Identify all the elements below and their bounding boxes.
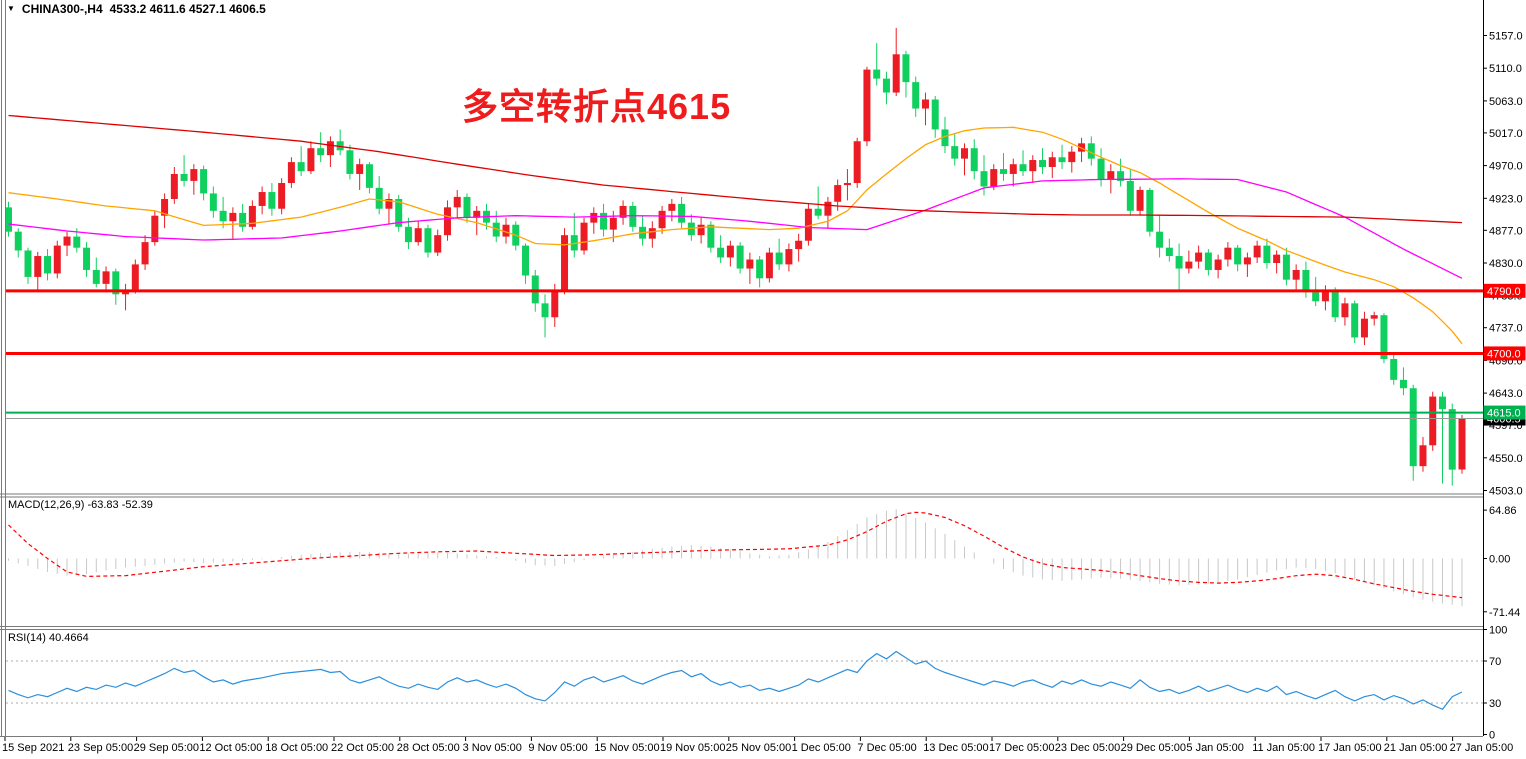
moving-averages	[8, 114, 1463, 345]
svg-text:23 Dec 05:00: 23 Dec 05:00	[1055, 742, 1120, 754]
symbol-ohlc-values: 4533.2 4611.6 4527.1 4606.5	[109, 2, 266, 16]
svg-text:4790.0: 4790.0	[1487, 286, 1521, 298]
svg-text:5017.0: 5017.0	[1489, 128, 1523, 140]
svg-text:13 Dec 05:00: 13 Dec 05:00	[923, 742, 988, 754]
axis-badge-4790.0: 4790.0	[1483, 283, 1526, 298]
svg-text:64.86: 64.86	[1489, 505, 1517, 517]
macd-pane	[8, 509, 1463, 607]
axis-badge-4615.0: 4615.0	[1483, 405, 1526, 420]
price-axis[interactable]: 5157.0 5110.0 5063.0 5017.0 4970.0 4923.0 4877…	[1483, 31, 1526, 742]
ma-slow-red	[8, 114, 1463, 224]
svg-text:23 Sep 05:00: 23 Sep 05:00	[68, 742, 133, 754]
svg-text:27 Jan 05:00: 27 Jan 05:00	[1450, 742, 1514, 754]
svg-text:18 Oct 05:00: 18 Oct 05:00	[265, 742, 328, 754]
rsi-indicator-label: RSI(14) 40.4664	[8, 632, 89, 644]
time-axis[interactable]: 15 Sep 2021 23 Sep 05:00 29 Sep 05:00 12 Oc…	[2, 737, 1513, 754]
svg-text:17 Dec 05:00: 17 Dec 05:00	[989, 742, 1054, 754]
svg-text:12 Oct 05:00: 12 Oct 05:00	[199, 742, 262, 754]
pane-borders	[0, 0, 1484, 737]
svg-text:4700.0: 4700.0	[1487, 348, 1521, 360]
macd-indicator-label: MACD(12,26,9) -63.83 -52.39	[8, 499, 153, 511]
symbol-title: CHINA300-,H4	[21, 2, 103, 16]
svg-text:4503.0: 4503.0	[1489, 486, 1523, 498]
svg-text:100: 100	[1489, 625, 1507, 637]
svg-text:4923.0: 4923.0	[1489, 193, 1523, 205]
svg-text:3 Nov 05:00: 3 Nov 05:00	[463, 742, 522, 754]
svg-text:0: 0	[1489, 730, 1495, 742]
svg-text:4737.0: 4737.0	[1489, 323, 1523, 335]
axis-badge-4700.0: 4700.0	[1483, 346, 1526, 361]
chart-text-annotation[interactable]: 多空转折点4615	[462, 86, 732, 127]
svg-text:-71.44: -71.44	[1489, 607, 1520, 619]
svg-text:9 Nov 05:00: 9 Nov 05:00	[528, 742, 587, 754]
svg-text:4830.0: 4830.0	[1489, 258, 1523, 270]
symbol-info-bar: ▼ CHINA300-,H4 4533.2 4611.6 4527.1 4606…	[7, 2, 266, 16]
rsi-pane	[6, 650, 1483, 711]
svg-text:15 Nov 05:00: 15 Nov 05:00	[594, 742, 659, 754]
svg-text:25 Nov 05:00: 25 Nov 05:00	[726, 742, 791, 754]
svg-text:4877.0: 4877.0	[1489, 225, 1523, 237]
svg-text:5157.0: 5157.0	[1489, 31, 1523, 43]
svg-text:21 Jan 05:00: 21 Jan 05:00	[1384, 742, 1448, 754]
svg-text:19 Nov 05:00: 19 Nov 05:00	[660, 742, 725, 754]
svg-text:1 Dec 05:00: 1 Dec 05:00	[792, 742, 851, 754]
svg-text:30: 30	[1489, 698, 1501, 710]
svg-text:4643.0: 4643.0	[1489, 388, 1523, 400]
svg-text:4970.0: 4970.0	[1489, 161, 1523, 173]
svg-text:29 Dec 05:00: 29 Dec 05:00	[1121, 742, 1186, 754]
candlesticks	[5, 27, 1466, 486]
horizontal-price-lines	[6, 289, 1483, 419]
svg-text:0.00: 0.00	[1489, 554, 1510, 566]
svg-text:70: 70	[1489, 656, 1501, 668]
ma-fast-orange	[8, 126, 1463, 345]
svg-text:11 Jan 05:00: 11 Jan 05:00	[1252, 742, 1315, 754]
svg-text:5063.0: 5063.0	[1489, 96, 1523, 108]
svg-text:28 Oct 05:00: 28 Oct 05:00	[397, 742, 460, 754]
svg-text:5 Jan 05:00: 5 Jan 05:00	[1186, 742, 1244, 754]
svg-text:15 Sep 2021: 15 Sep 2021	[2, 742, 64, 754]
ma-mid-magenta	[8, 178, 1463, 279]
svg-text:22 Oct 05:00: 22 Oct 05:00	[331, 742, 394, 754]
rsi-line	[8, 650, 1463, 711]
svg-text:4550.0: 4550.0	[1489, 453, 1523, 465]
svg-text:29 Sep 05:00: 29 Sep 05:00	[134, 742, 199, 754]
symbol-dropdown-icon[interactable]: ▼	[7, 3, 15, 13]
macd-signal-line	[8, 511, 1463, 599]
svg-text:4615.0: 4615.0	[1487, 408, 1521, 420]
svg-text:7 Dec 05:00: 7 Dec 05:00	[857, 742, 916, 754]
svg-text:5110.0: 5110.0	[1489, 63, 1522, 75]
svg-text:17 Jan 05:00: 17 Jan 05:00	[1318, 742, 1382, 754]
